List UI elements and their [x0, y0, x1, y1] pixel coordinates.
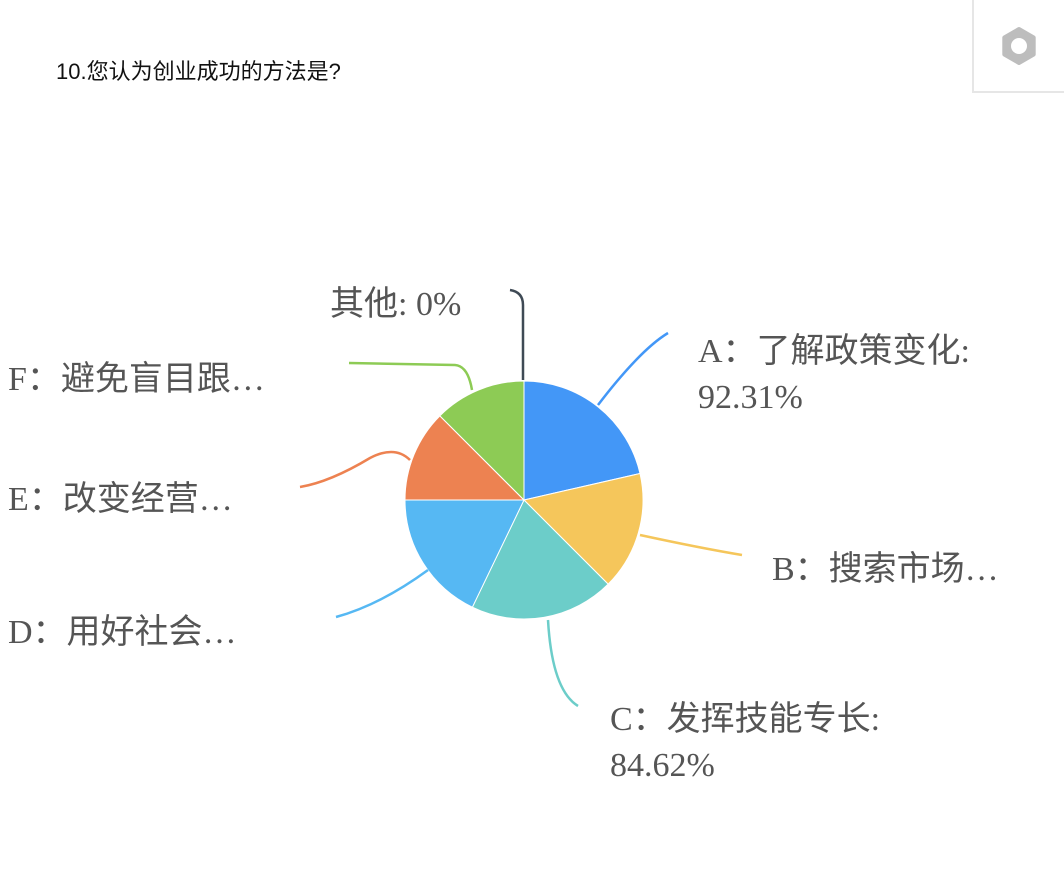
- slice-label-2: C：发挥技能专长:: [610, 700, 880, 738]
- leader-line-4: [299, 450, 411, 489]
- leader-line-3: [335, 568, 429, 619]
- slice-label-5: F：避免盲目跟…: [8, 360, 265, 398]
- leader-line-6: [509, 288, 525, 380]
- pie-slice-4[interactable]: [404, 415, 526, 501]
- slice-label-4: E：改变经营…: [8, 480, 233, 518]
- slice-label-3: D：用好社会…: [8, 613, 237, 651]
- settings-button[interactable]: [972, 0, 1064, 93]
- slice-value-2: 84.62%: [610, 747, 715, 784]
- slice-label-6: 其他: 0%: [330, 286, 461, 323]
- leader-line-5: [348, 361, 474, 391]
- pie-slice-3[interactable]: [404, 499, 525, 608]
- pie-slice-5[interactable]: [439, 380, 525, 502]
- pie-slice-0[interactable]: [523, 380, 641, 501]
- pie-slice-1[interactable]: [523, 472, 644, 585]
- pie-slice-2[interactable]: [471, 499, 609, 620]
- slice-label-1: B：搜索市场…: [772, 550, 999, 588]
- question-title: 10.您认为创业成功的方法是?: [56, 59, 341, 84]
- gear-icon: [1002, 26, 1036, 65]
- slice-label-0: A：了解政策变化:: [698, 332, 970, 370]
- slice-value-0: 92.31%: [698, 379, 803, 416]
- leader-line-2: [546, 619, 579, 708]
- leader-line-1: [639, 533, 743, 557]
- leader-line-0: [597, 331, 669, 406]
